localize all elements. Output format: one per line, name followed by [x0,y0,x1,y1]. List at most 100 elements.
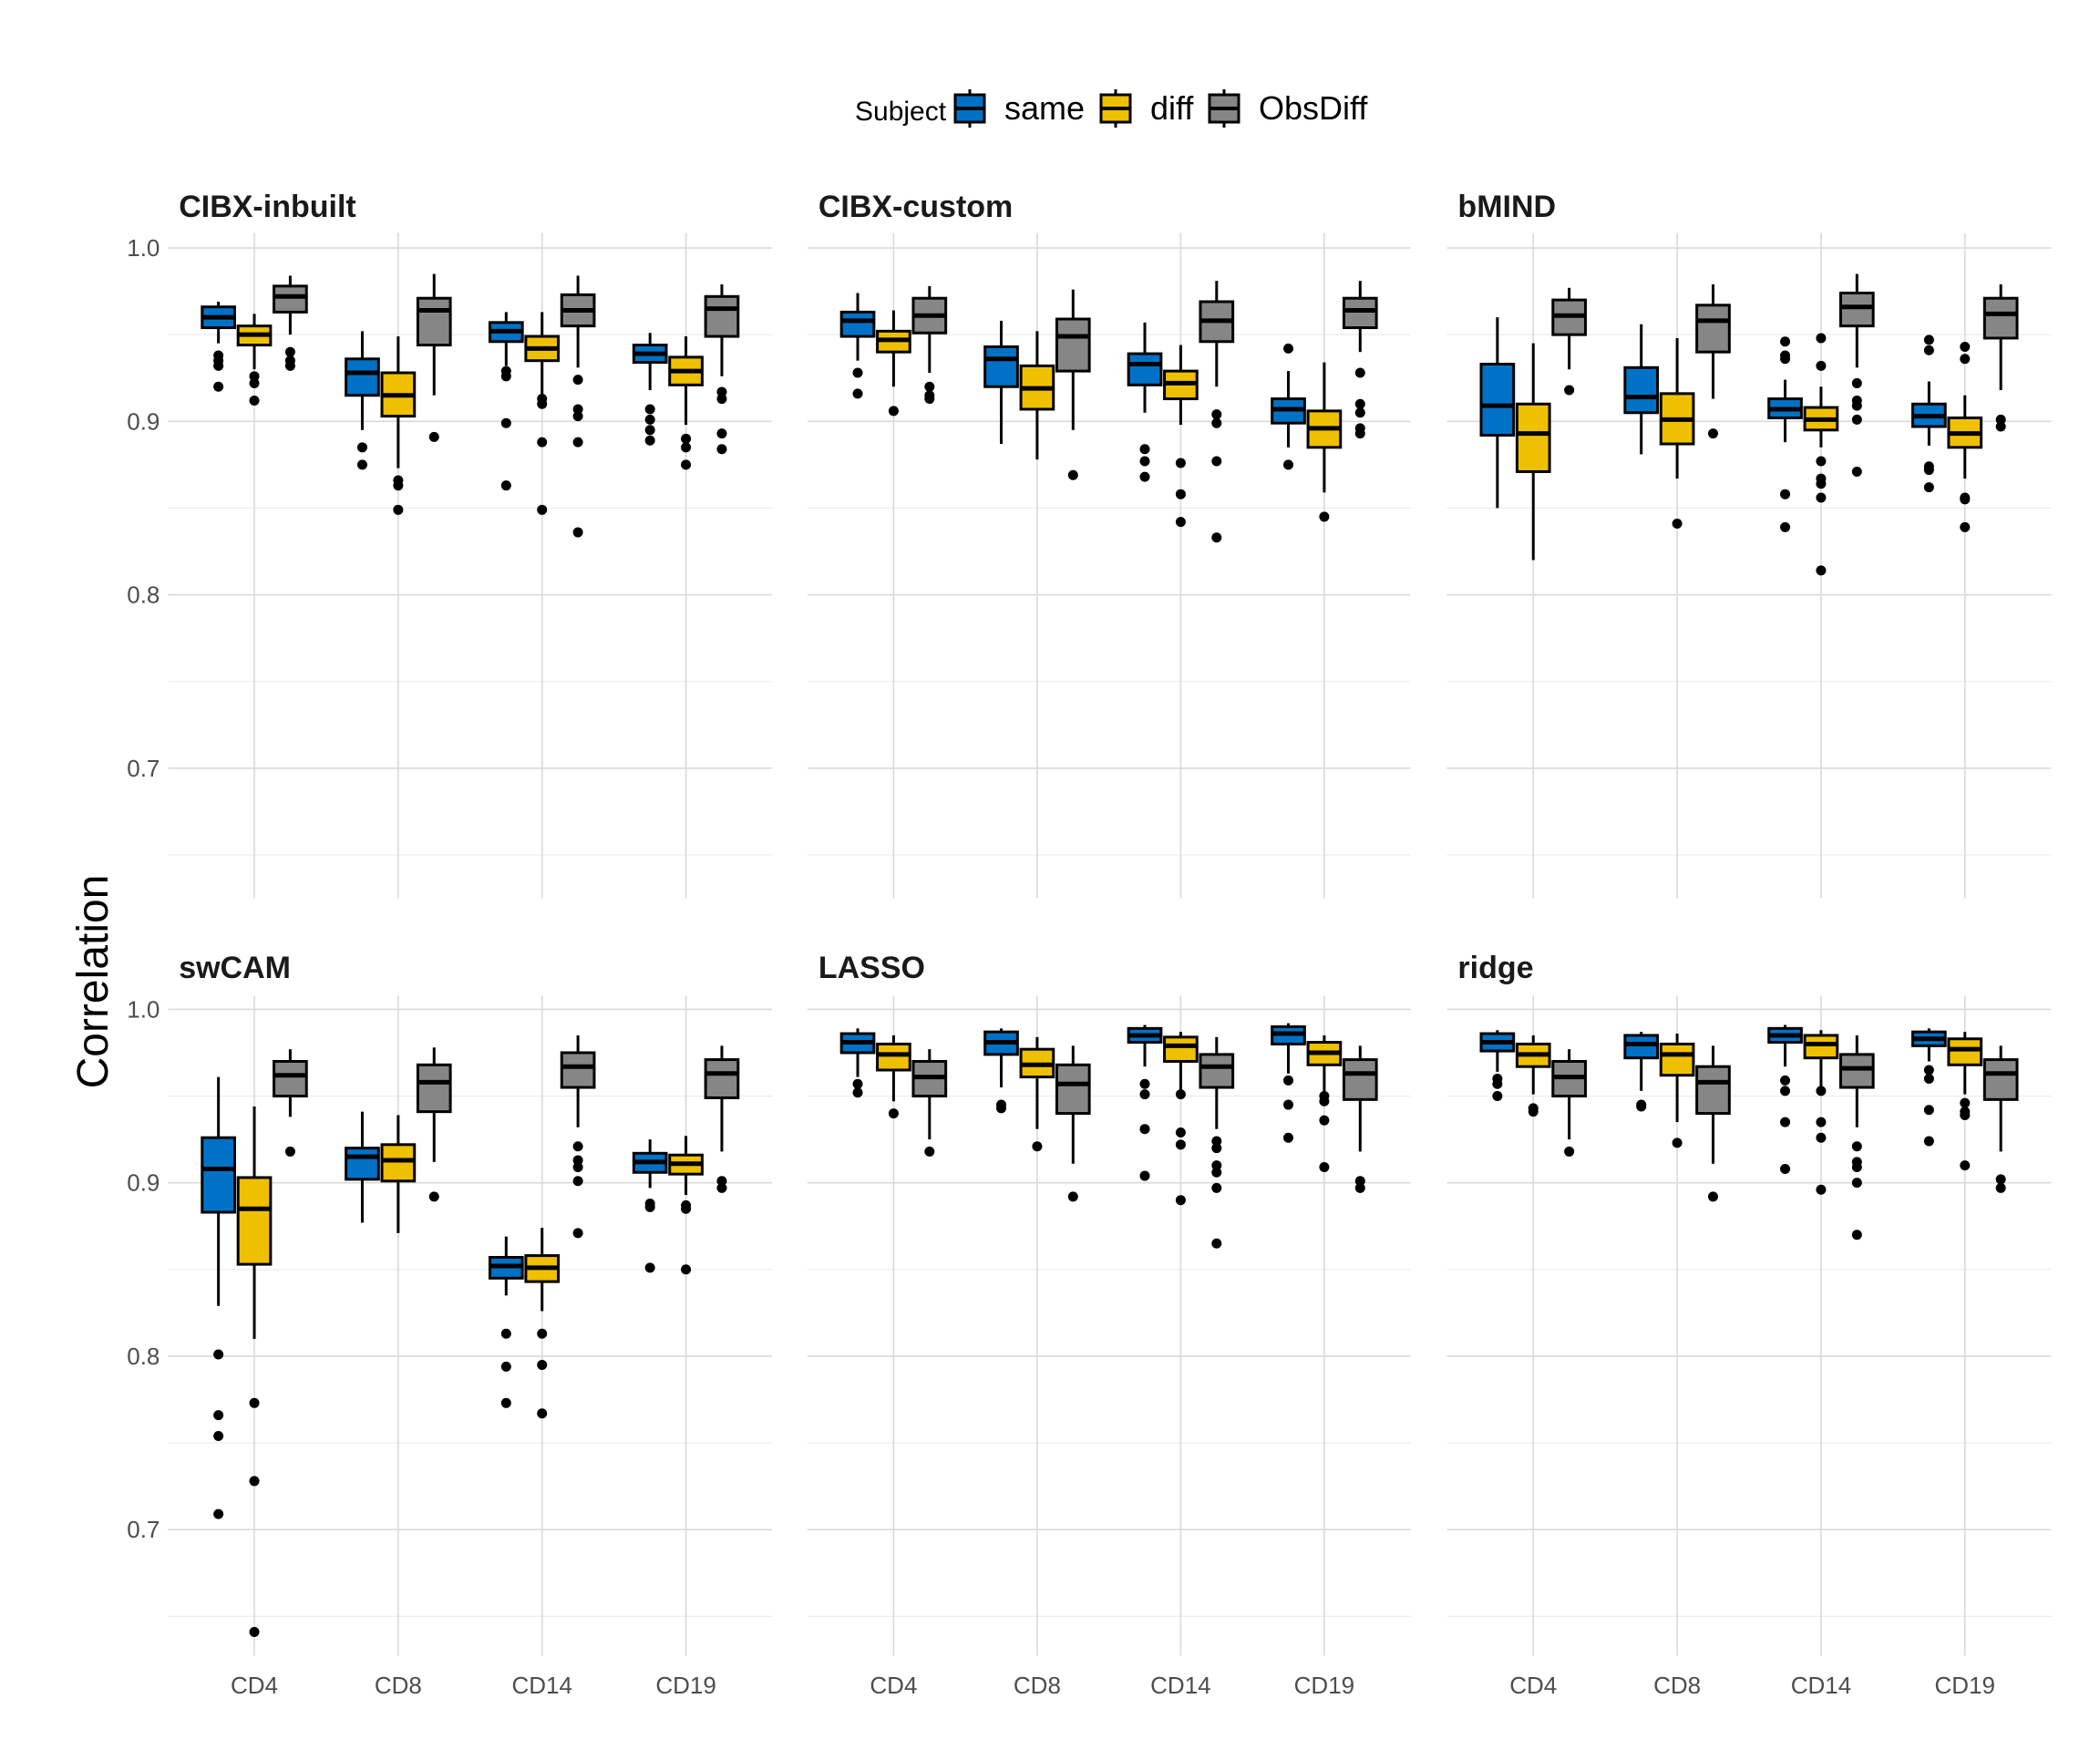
outlier-point [1816,1184,1827,1195]
y-tick-label: 0.9 [127,1169,160,1197]
outlier-point [888,1108,899,1119]
outlier-point [716,444,727,455]
iqr-box [1479,362,1516,438]
outlier-point [1283,1132,1294,1143]
iqr-box [236,1176,273,1266]
box-cd4-diff [236,1106,273,1637]
iqr-box [345,357,380,397]
iqr-box [1695,304,1731,354]
box-cd4-obsdiff [1551,1049,1587,1157]
box-cd4-same [1479,1030,1516,1102]
outlier-point [572,404,583,415]
outlier-point [1564,385,1575,396]
outlier-point [1211,1167,1222,1178]
y-tick-label: 0.7 [127,1516,160,1543]
outlier-point [1175,1195,1186,1206]
outlier-point [1923,482,1934,493]
outlier-point [1175,1089,1186,1100]
outlier-point [1211,1238,1222,1249]
outlier-point [1923,335,1934,345]
outlier-point [284,360,295,371]
outlier-point [249,1476,260,1487]
outlier-point [888,406,899,417]
outlier-point [681,1264,692,1275]
outlier-point [1960,354,1971,365]
iqr-box [345,1147,380,1181]
box-cd4-obsdiff [911,1049,948,1157]
outlier-point [1319,1115,1330,1126]
y-tick-label: 1.0 [127,234,160,262]
box-cd14-obsdiff [1838,273,1875,477]
outlier-point [644,435,655,446]
iqr-box [1838,291,1875,328]
iqr-box [1342,1058,1378,1101]
outlier-point [1564,1146,1575,1157]
outlier-point [572,375,583,386]
outlier-point [644,404,655,415]
panel-title: ridge [1457,951,1533,985]
legend-label-ObsDiff: ObsDiff [1259,89,1368,127]
outlier-point [393,504,404,515]
iqr-box [1623,365,1660,415]
box-cd4-obsdiff [273,275,308,371]
box-cd4-same [839,1028,876,1098]
iqr-box [1695,1065,1731,1116]
iqr-box [416,1063,452,1114]
outlier-point [1528,1107,1539,1117]
box-cd4-obsdiff [911,285,948,405]
iqr-box [1947,1037,1983,1066]
outlier-point [1139,1089,1150,1100]
iqr-box [1803,1034,1839,1060]
panel-title: CIBX-custom [818,190,1013,224]
box-cd19-obsdiff [1982,1045,2019,1193]
outlier-point [1175,517,1186,528]
outlier-point [1354,428,1365,439]
box-cd8-diff [1019,331,1055,460]
outlier-point [213,360,224,371]
box-cd19-obsdiff [1982,283,2019,432]
box-cd14-obsdiff [1199,1036,1235,1249]
box-cd4-diff [1515,343,1551,561]
box-cd4-same [1479,317,1516,509]
outlier-point [1283,343,1294,354]
outlier-point [924,1146,935,1157]
box-cd14-diff [1803,333,1839,576]
outlier-point [537,1328,548,1339]
outlier-point [572,1155,583,1166]
outlier-point [1780,1086,1791,1096]
iqr-box [273,284,308,314]
outlier-point [716,1182,727,1193]
outlier-point [428,431,439,442]
box-cd19-diff [1947,1032,1983,1171]
box-cd8-obsdiff [416,273,452,442]
outlier-point [1354,1182,1365,1193]
legend-entry-diff: diff [1099,89,1194,128]
outlier-point [852,1087,863,1098]
outlier-point [1283,1075,1294,1086]
box-cd4-obsdiff [273,1049,308,1157]
x-tick-label: CD4 [1509,1672,1557,1699]
y-tick-label: 0.8 [127,1343,160,1370]
outlier-point [1995,1182,2006,1193]
panel-cibx-custom: CIBX-custom [807,190,1411,899]
outlier-point [572,437,583,448]
outlier-point [572,1228,583,1239]
outlier-point [1851,377,1862,388]
x-tick-label: CD8 [1014,1672,1061,1699]
box-cd8-diff [380,336,417,515]
outlier-point [356,459,367,470]
outlier-point [284,346,295,357]
box-cd14-same [488,1236,524,1408]
outlier-point [1851,1230,1862,1240]
outlier-point [1139,1078,1150,1089]
outlier-point [1851,414,1862,425]
outlier-point [1851,1162,1862,1173]
outlier-point [1960,494,1971,505]
iqr-box [201,1136,236,1214]
outlier-point [1780,489,1791,499]
outlier-point [1995,414,2006,425]
outlier-point [1851,466,1862,477]
box-cd8-obsdiff [1695,283,1731,439]
outlier-point [249,371,260,382]
